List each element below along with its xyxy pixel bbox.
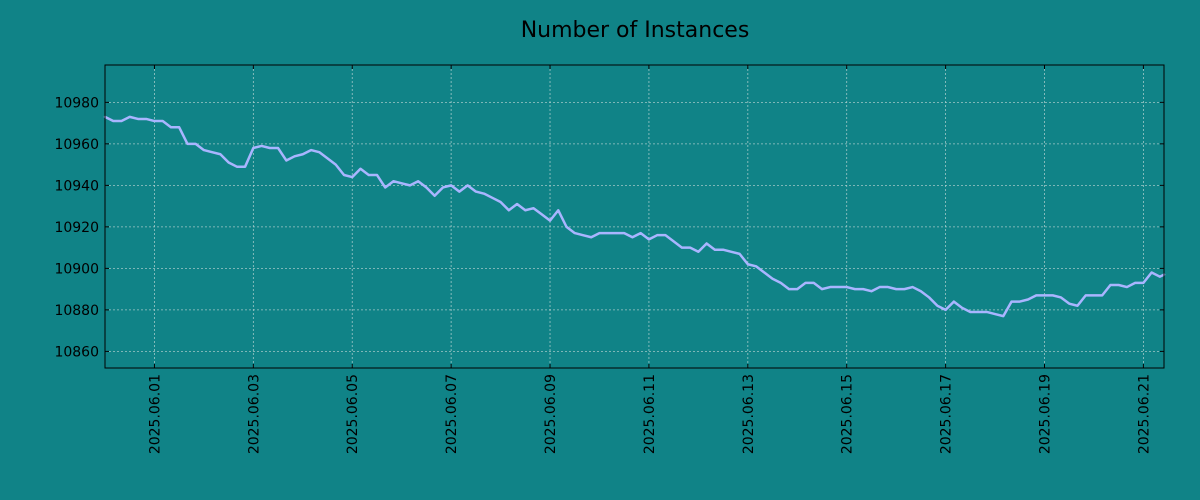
x-tick-label: 2025.06.09: [543, 374, 559, 454]
y-axis: 10860 10880 10900 10920 10940 10960 10980: [54, 95, 1164, 360]
x-tick-label: 2025.06.07: [444, 374, 460, 454]
series-line: [103, 115, 1166, 318]
y-tick-label: 10960: [54, 137, 99, 153]
x-tick-label: 2025.06.21: [1136, 374, 1152, 454]
y-tick-label: 10980: [54, 95, 99, 111]
x-tick-label: 2025.06.17: [939, 374, 955, 454]
x-axis: 2025.06.01 2025.06.03 2025.06.05 2025.06.07…: [147, 65, 1152, 454]
gridlines: [105, 65, 1164, 368]
x-tick-label: 2025.06.01: [147, 374, 163, 454]
y-tick-label: 10900: [54, 261, 99, 277]
series-layer: [103, 115, 1166, 318]
plot-area-frame: [104, 64, 1165, 369]
x-tick-label: 2025.06.13: [741, 374, 757, 454]
y-tick-label: 10920: [54, 220, 99, 236]
y-tick-label: 10880: [54, 303, 99, 319]
x-tick-label: 2025.06.03: [246, 374, 262, 454]
chart-title: Number of Instances: [521, 18, 750, 43]
y-tick-label: 10860: [54, 344, 99, 360]
x-tick-label: 2025.06.15: [840, 374, 856, 454]
x-tick-label: 2025.06.11: [642, 374, 658, 454]
y-tick-label: 10940: [54, 178, 99, 194]
x-tick-label: 2025.06.05: [345, 374, 361, 454]
x-tick-label: 2025.06.19: [1038, 374, 1054, 454]
